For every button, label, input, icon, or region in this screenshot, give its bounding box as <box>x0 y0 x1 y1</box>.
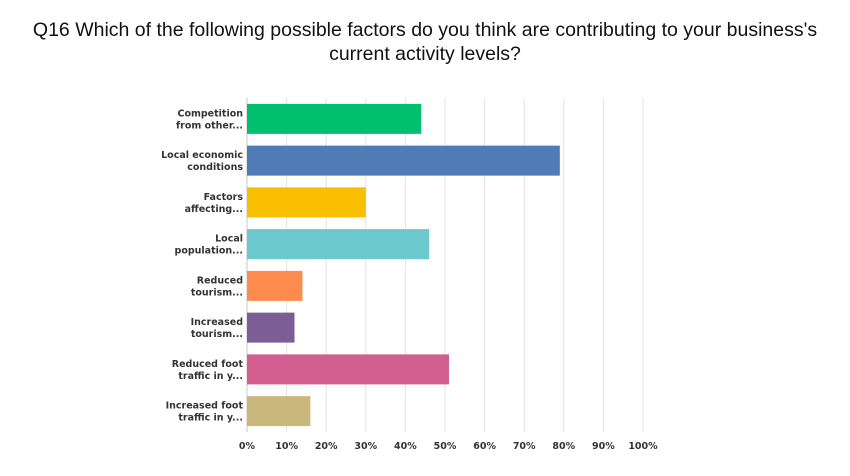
x-axis-ticks: 0% 10% 20% 30% 40% 50% 60% 70% 80% 90% 100% <box>239 441 658 452</box>
category-label: from other... <box>176 120 243 131</box>
bar <box>247 187 366 217</box>
bar <box>247 396 310 426</box>
x-tick-label: 100% <box>628 441 658 452</box>
category-label: Increased <box>191 317 243 328</box>
bars <box>247 104 560 426</box>
category-label: conditions <box>187 162 243 173</box>
category-label: affecting... <box>185 204 243 215</box>
x-tick-label: 90% <box>592 441 615 452</box>
x-tick-label: 10% <box>275 441 298 452</box>
x-tick-label: 60% <box>473 441 496 452</box>
category-label: tourism... <box>191 329 243 340</box>
bar <box>247 354 449 384</box>
category-label: Increased foot <box>166 401 244 412</box>
x-tick-label: 50% <box>434 441 457 452</box>
x-tick-label: 0% <box>239 441 256 452</box>
bar <box>247 104 421 134</box>
category-label: tourism... <box>191 287 243 298</box>
category-label: Factors <box>204 192 244 203</box>
bar <box>247 313 295 343</box>
x-tick-label: 20% <box>315 441 338 452</box>
bar-chart: Competitionfrom other... Local economicco… <box>0 0 850 476</box>
x-tick-label: 30% <box>354 441 377 452</box>
category-label: Competition <box>177 108 243 119</box>
bar <box>247 146 560 176</box>
category-label: population... <box>175 246 243 257</box>
category-label: Local economic <box>161 150 243 161</box>
category-label: traffic in y... <box>178 371 243 382</box>
bar <box>247 229 429 259</box>
x-tick-label: 80% <box>552 441 575 452</box>
category-label: Reduced <box>197 275 243 286</box>
category-label: Local <box>215 234 243 245</box>
x-tick-label: 40% <box>394 441 417 452</box>
x-tick-label: 70% <box>513 441 536 452</box>
bar <box>247 271 302 301</box>
category-label: Reduced foot <box>172 359 244 370</box>
category-label: traffic in y... <box>178 413 243 424</box>
